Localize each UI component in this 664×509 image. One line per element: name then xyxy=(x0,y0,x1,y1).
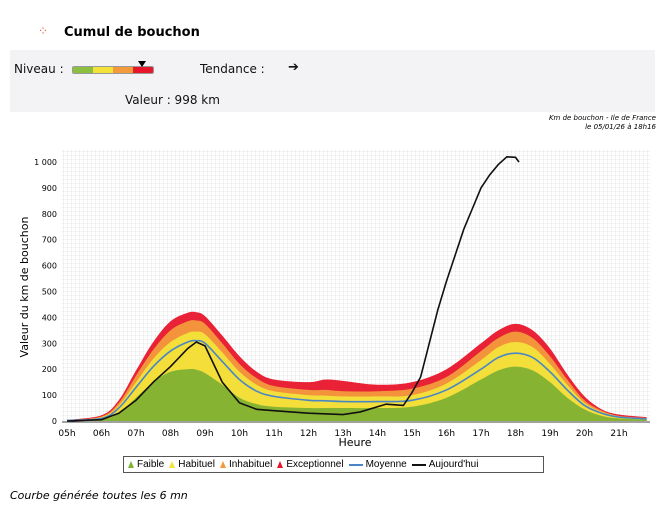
line-moyenne xyxy=(66,339,647,422)
x-tick-label: 13h xyxy=(334,429,351,439)
legend-item: Habituel xyxy=(169,459,215,470)
legend-item: Aujourd'hui xyxy=(411,459,479,470)
legend-label: Aujourd'hui xyxy=(428,459,479,470)
legend-label: Moyenne xyxy=(365,459,407,470)
legend-marker-icon xyxy=(277,461,284,468)
arrow-right-icon: ➔ xyxy=(288,60,299,75)
traffic-icon: ⁘ xyxy=(38,24,49,38)
x-tick-label: 05h xyxy=(58,429,75,439)
niveau-label: Niveau : xyxy=(14,62,64,76)
y-tick-label: 400 xyxy=(42,313,57,322)
x-tick-label: 09h xyxy=(196,429,213,439)
y-tick-label: 800 xyxy=(42,210,57,219)
valeur-text: Valeur : 998 km xyxy=(125,93,220,107)
legend-label: Habituel xyxy=(178,459,215,470)
x-tick-label: 19h xyxy=(541,429,558,439)
legend-item: Moyenne xyxy=(348,459,407,470)
x-axis-label: Heure xyxy=(338,436,371,449)
area-faible xyxy=(67,366,647,421)
legend-item: Faible xyxy=(128,459,164,470)
x-tick-label: 18h xyxy=(507,429,524,439)
legend-label: Exceptionnel xyxy=(286,459,344,470)
legend-line-icon xyxy=(411,463,426,466)
x-tick-label: 17h xyxy=(472,429,489,439)
y-tick-label: 700 xyxy=(42,236,57,245)
legend-label: Inhabituel xyxy=(228,459,273,470)
line-aujourdhui xyxy=(66,156,520,422)
source-line1: Km de bouchon - Ile de France xyxy=(548,114,656,122)
legend-marker-icon xyxy=(169,461,176,468)
x-tick-label: 07h xyxy=(127,429,144,439)
gauge-segment xyxy=(73,67,93,73)
chart-legend: Faible Habituel Inhabituel Exceptionnel Moye… xyxy=(123,456,544,473)
x-tick-label: 10h xyxy=(231,429,248,439)
x-tick-label: 20h xyxy=(576,429,593,439)
legend-marker-icon xyxy=(128,461,134,468)
gauge-segment xyxy=(113,67,133,73)
x-tick-label: 21h xyxy=(610,429,627,439)
x-tick-label: 14h xyxy=(369,429,386,439)
legend-item: Exceptionnel xyxy=(277,459,344,470)
page-title: Cumul de bouchon xyxy=(64,25,200,40)
tendance-label: Tendance : xyxy=(200,62,265,76)
y-tick-label: 200 xyxy=(42,365,57,374)
legend-marker-icon xyxy=(219,461,226,468)
footer-note: Courbe générée toutes les 6 mn xyxy=(10,489,188,502)
y-tick-label: 500 xyxy=(42,288,57,297)
status-panel xyxy=(10,50,655,112)
x-tick-label: 08h xyxy=(162,429,179,439)
gauge-marker-icon xyxy=(138,61,147,67)
y-tick-label: 900 xyxy=(42,184,57,193)
source-line2: le 05/01/26 à 18h16 xyxy=(585,123,656,131)
y-tick-label: 0 xyxy=(52,417,57,426)
x-tick-label: 15h xyxy=(403,429,420,439)
legend-item: Inhabituel xyxy=(219,459,273,470)
legend-label: Faible xyxy=(137,459,165,470)
y-tick-label: 1 000 xyxy=(34,158,57,167)
x-tick-label: 12h xyxy=(300,429,317,439)
gauge-segment xyxy=(133,67,153,73)
y-tick-label: 600 xyxy=(42,262,57,271)
y-tick-label: 100 xyxy=(42,391,57,400)
gauge-segment xyxy=(93,67,113,73)
x-tick-label: 06h xyxy=(93,429,110,439)
legend-line-icon xyxy=(348,463,363,466)
x-tick-label: 16h xyxy=(438,429,455,439)
x-tick-label: 11h xyxy=(265,429,282,439)
level-gauge xyxy=(72,66,154,74)
y-axis-label: Valeur du km de bouchon xyxy=(18,217,31,358)
chart-source: Km de bouchon - Ile de France le 05/01/26… xyxy=(549,114,656,132)
y-tick-label: 300 xyxy=(42,339,57,348)
